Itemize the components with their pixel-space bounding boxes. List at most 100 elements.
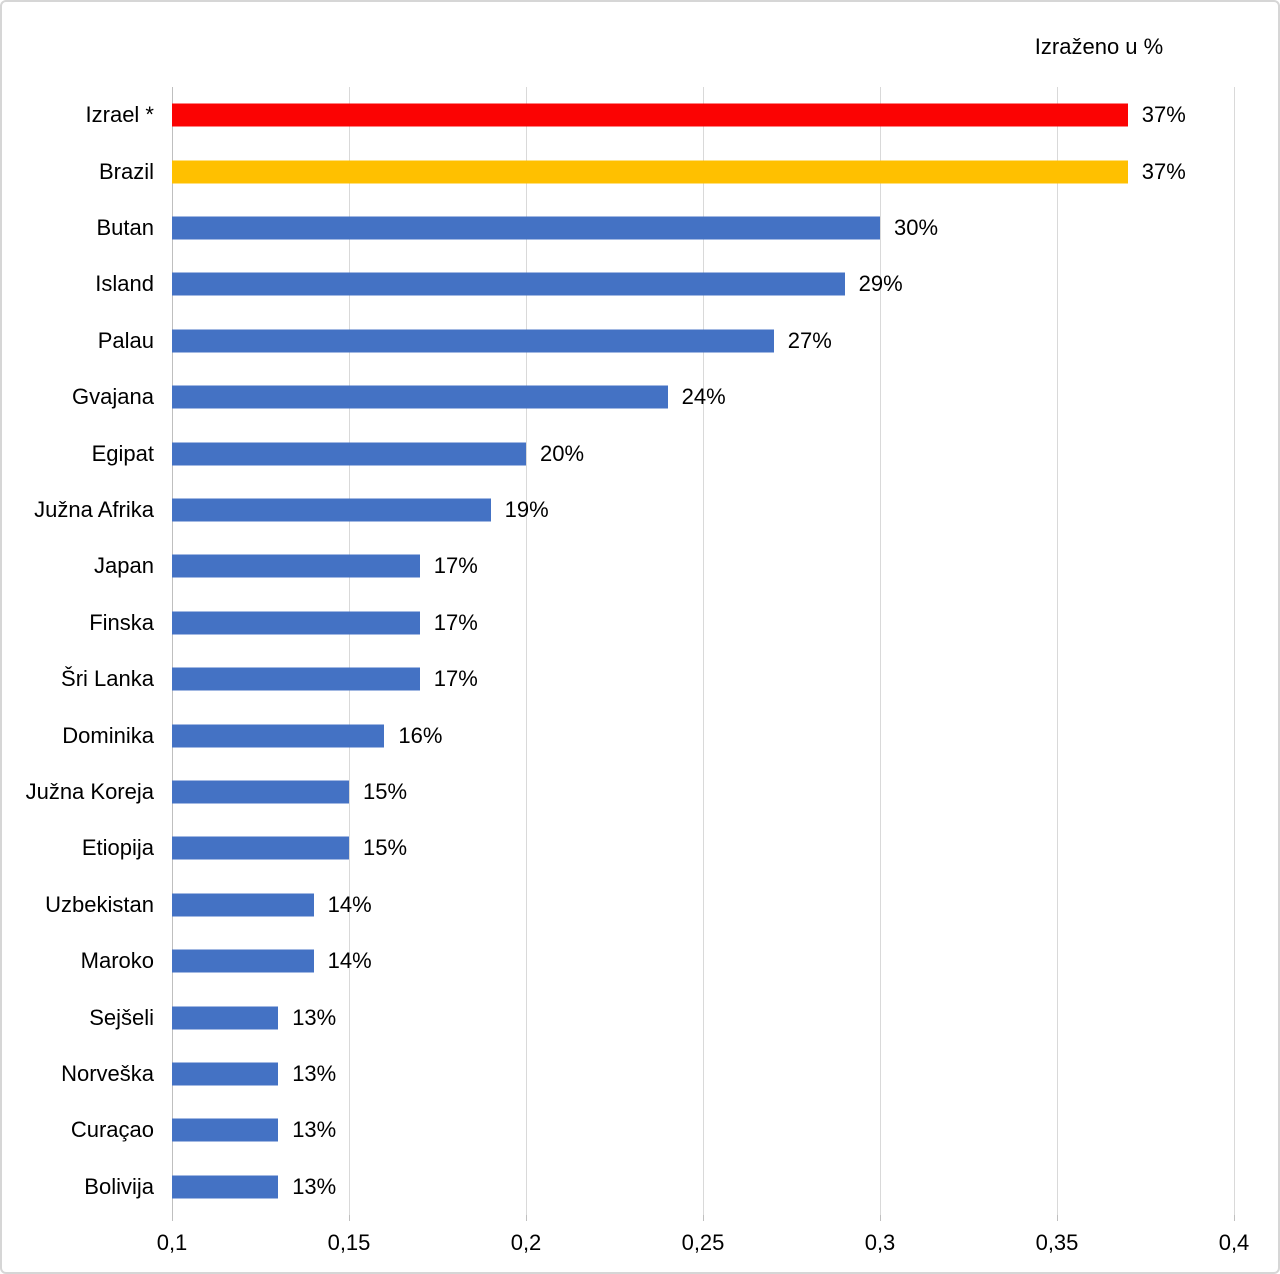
category-label: Dominika [62,722,154,748]
gridline [349,87,350,1215]
value-label: 19% [504,496,549,522]
x-axis-tick-label: 0,3 [864,1230,896,1255]
category-label: Norveška [61,1060,154,1086]
value-label: 13% [292,1004,337,1030]
value-label: 29% [858,271,903,297]
bar-ju-na-afrika [172,498,491,522]
axis-tick [1057,1215,1058,1221]
bar-row: Egipat 20% [2,425,1278,481]
chart-title: Izraženo u % [1034,34,1164,59]
axis-tick [349,1215,350,1221]
bar-row: Maroko 14% [2,933,1278,989]
value-label: 17% [433,553,478,579]
value-label: 16% [398,722,443,748]
value-label: 20% [540,440,585,466]
bar-row: Bolivija 13% [2,1159,1278,1215]
value-label: 15% [363,835,408,861]
category-label: Japan [94,553,154,579]
category-label: Bolivija [84,1173,154,1199]
bar-row: Palau 27% [2,313,1278,369]
axis-tick [1234,1215,1235,1221]
gridline [880,87,881,1215]
bar-izrael [172,103,1128,127]
gridline [1057,87,1058,1215]
x-axis-tick-label: 0,25 [681,1230,725,1255]
x-axis-tick-label: 0,2 [510,1230,542,1255]
bar-row: Uzbekistan 14% [2,877,1278,933]
bar-ju-na-koreja [172,780,349,804]
bar-row: Finska 17% [2,595,1278,651]
x-axis-tick-label: 0,4 [1218,1230,1250,1255]
x-axis-tick-label: 0,1 [156,1230,188,1255]
bar-row: Japan 17% [2,538,1278,594]
category-label: Egipat [91,440,154,466]
value-label: 17% [433,666,478,692]
category-label: Palau [97,327,154,353]
category-label: Gvajana [72,384,154,410]
value-label: 14% [327,891,372,917]
category-label: Šri Lanka [61,666,154,692]
axis-tick [526,1215,527,1221]
bar-japan [172,554,420,578]
value-label: 13% [292,1117,337,1143]
value-label: 13% [292,1173,337,1199]
x-axis-tick-label: 0,15 [327,1230,371,1255]
bar-norve-ka [172,1062,279,1086]
bar-row: Šri Lanka 17% [2,651,1278,707]
x-axis-tick-label: 0,35 [1035,1230,1079,1255]
bar-egipat [172,442,526,466]
value-label: 14% [327,948,372,974]
bar-palau [172,329,774,353]
category-label: Sejšeli [89,1004,154,1030]
bar-cura-ao [172,1118,279,1142]
bar-uzbekistan [172,893,314,917]
plot-area [172,87,1235,1221]
value-label: 37% [1141,158,1186,184]
bar-row: Norveška 13% [2,1046,1278,1102]
value-label: 30% [894,214,939,240]
bar-row: Etiopija 15% [2,820,1278,876]
bar-row: Butan 30% [2,200,1278,256]
gridline [526,87,527,1215]
category-label: Uzbekistan [45,891,154,917]
category-label: Južna Afrika [34,496,154,522]
category-label: Butan [96,214,155,240]
bar-sej-eli [172,1006,279,1030]
category-label: Finska [89,609,154,635]
value-label: 15% [363,778,408,804]
value-label: 27% [787,327,832,353]
value-label: 24% [681,384,726,410]
bar-gvajana [172,385,668,409]
value-label: 17% [433,609,478,635]
category-label: Izrael * [85,102,154,128]
category-label: Brazil [98,158,154,184]
bar-butan [172,216,880,240]
bar-bolivija [172,1175,279,1199]
category-label: Island [95,271,154,297]
bar-island [172,272,845,296]
axis-tick [880,1215,881,1221]
bar-maroko [172,949,314,973]
bar-row: Južna Afrika 19% [2,482,1278,538]
bar-row: Brazil 37% [2,143,1278,199]
axis-line [172,87,173,1215]
category-label: Južna Koreja [25,778,154,804]
bar-row: Gvajana 24% [2,369,1278,425]
category-label: Etiopija [81,835,154,861]
bar-dominika [172,724,385,748]
value-label: 13% [292,1060,337,1086]
bar-row: Dominika 16% [2,707,1278,763]
gridline [703,87,704,1215]
bar-row: Island 29% [2,256,1278,312]
bar-row: Južna Koreja 15% [2,764,1278,820]
bar-brazil [172,160,1128,184]
bar-ri-lanka [172,667,420,691]
bar-row: Izrael * 37% [2,87,1278,143]
gridline [1234,87,1235,1215]
bar-row: Curaçao 13% [2,1102,1278,1158]
category-label: Maroko [80,948,154,974]
value-label: 37% [1141,102,1186,128]
category-label: Curaçao [70,1117,154,1143]
bar-row: Sejšeli 13% [2,989,1278,1045]
